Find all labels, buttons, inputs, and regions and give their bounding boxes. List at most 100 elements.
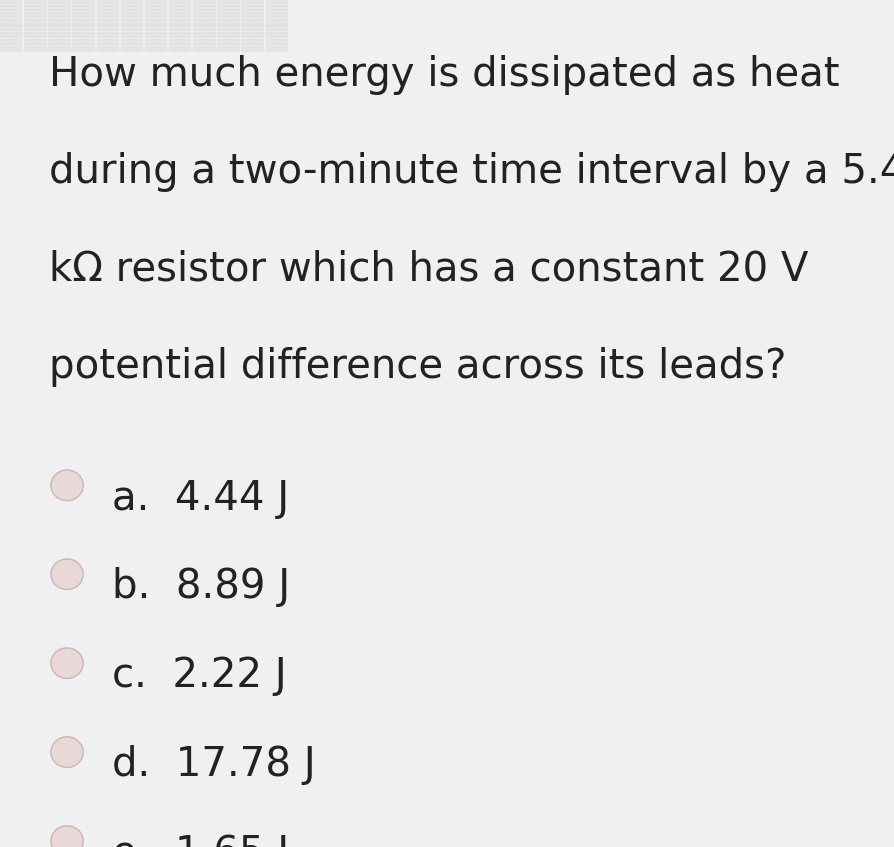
Bar [266, 32, 287, 37]
Bar [145, 5, 166, 10]
Text: potential difference across its leads?: potential difference across its leads? [49, 347, 787, 387]
Bar [145, 0, 166, 3]
Bar [217, 0, 239, 3]
Text: e.  1.65 J: e. 1.65 J [112, 834, 289, 847]
Bar [0, 12, 21, 17]
Bar [217, 39, 239, 44]
Bar [121, 12, 142, 17]
Bar [121, 25, 142, 30]
Bar [266, 25, 287, 30]
Bar [72, 19, 94, 24]
Bar [72, 5, 94, 10]
Bar [97, 39, 118, 44]
Bar [72, 25, 94, 30]
Text: during a two-minute time interval by a 5.4: during a two-minute time interval by a 5… [49, 152, 894, 192]
Bar [217, 5, 239, 10]
Bar [169, 19, 190, 24]
Bar [97, 46, 118, 51]
Bar [72, 39, 94, 44]
Bar [217, 19, 239, 24]
Circle shape [51, 648, 83, 678]
Bar [193, 5, 215, 10]
Text: c.  2.22 J: c. 2.22 J [112, 656, 286, 696]
Bar [0, 5, 21, 10]
Bar [145, 46, 166, 51]
Bar [266, 19, 287, 24]
Text: a.  4.44 J: a. 4.44 J [112, 479, 289, 518]
Bar [97, 32, 118, 37]
Bar [72, 46, 94, 51]
Circle shape [51, 826, 83, 847]
Bar [121, 19, 142, 24]
Bar [241, 39, 263, 44]
Text: kΩ resistor which has a constant 20 V: kΩ resistor which has a constant 20 V [49, 250, 808, 290]
Bar [169, 12, 190, 17]
Bar [24, 25, 46, 30]
Bar [72, 32, 94, 37]
Bar [145, 32, 166, 37]
Bar [0, 46, 21, 51]
Bar [266, 46, 287, 51]
Bar [121, 39, 142, 44]
Bar [97, 12, 118, 17]
Bar [48, 39, 70, 44]
Bar [24, 32, 46, 37]
Bar [48, 25, 70, 30]
Circle shape [51, 470, 83, 501]
Bar [193, 25, 215, 30]
Bar [266, 39, 287, 44]
Bar [241, 25, 263, 30]
Bar [241, 12, 263, 17]
Bar [169, 0, 190, 3]
Circle shape [51, 559, 83, 590]
Bar [97, 25, 118, 30]
Bar [97, 0, 118, 3]
Bar [193, 46, 215, 51]
Bar [0, 25, 21, 30]
Bar [145, 12, 166, 17]
Bar [97, 5, 118, 10]
Bar [48, 46, 70, 51]
Bar [193, 32, 215, 37]
Bar [97, 19, 118, 24]
Bar [169, 25, 190, 30]
Bar [241, 0, 263, 3]
Bar [266, 12, 287, 17]
Bar [193, 19, 215, 24]
Bar [266, 5, 287, 10]
Bar [169, 5, 190, 10]
Bar [0, 32, 21, 37]
Bar [121, 46, 142, 51]
Bar [169, 32, 190, 37]
Bar [145, 25, 166, 30]
Bar [48, 0, 70, 3]
Bar [24, 46, 46, 51]
Bar [169, 46, 190, 51]
Bar [24, 39, 46, 44]
Bar [48, 5, 70, 10]
Bar [121, 32, 142, 37]
Bar [193, 39, 215, 44]
Bar [24, 0, 46, 3]
Bar [72, 0, 94, 3]
Text: b.  8.89 J: b. 8.89 J [112, 567, 290, 607]
Bar [241, 46, 263, 51]
Circle shape [51, 737, 83, 767]
Bar [72, 12, 94, 17]
Bar [241, 32, 263, 37]
Text: How much energy is dissipated as heat: How much energy is dissipated as heat [49, 55, 839, 95]
Bar [169, 39, 190, 44]
Text: d.  17.78 J: d. 17.78 J [112, 745, 316, 785]
Bar [121, 5, 142, 10]
Bar [48, 19, 70, 24]
Bar [0, 0, 21, 3]
Bar [217, 25, 239, 30]
Bar [241, 5, 263, 10]
Bar [145, 39, 166, 44]
Bar [217, 32, 239, 37]
Bar [48, 12, 70, 17]
Bar [48, 32, 70, 37]
Bar [217, 46, 239, 51]
Bar [24, 19, 46, 24]
Bar [24, 5, 46, 10]
